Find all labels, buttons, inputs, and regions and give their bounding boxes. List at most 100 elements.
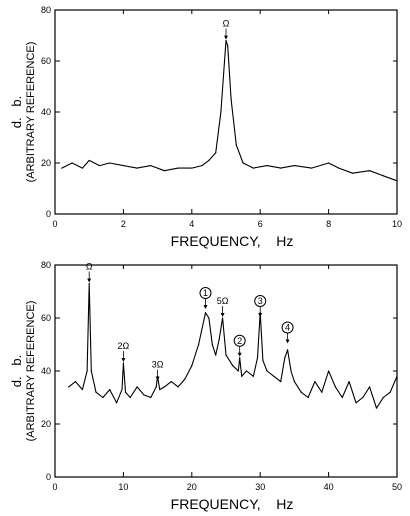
chart1-ytick-label-4: 80: [41, 5, 51, 15]
chart2-point-25: [198, 343, 200, 346]
chart2-point-16: [150, 396, 152, 399]
chart2-point-24: [191, 365, 193, 367]
chart2-point-36: [241, 375, 243, 377]
chart2-point-28: [211, 343, 213, 346]
chart1-ytick-label-1: 20: [41, 158, 51, 168]
chart2-annotation-arrowhead-7: [285, 339, 290, 344]
chart2-point-30: [218, 338, 220, 340]
chart2-annotation-label-0: Ω: [86, 262, 93, 272]
chart1-point-31: [396, 180, 398, 182]
chart2-point-51: [314, 381, 316, 383]
chart1-point-7: [136, 167, 138, 169]
chart2-point-60: [375, 407, 378, 409]
chart1-point-11: [191, 167, 193, 169]
chart2-point-29: [215, 354, 217, 356]
chart2-xtick-label-2: 20: [187, 482, 197, 492]
chart1-series-line-0: [61, 40, 398, 182]
chart2-point-58: [362, 396, 364, 399]
chart2-annotation-circle-6: [254, 295, 267, 307]
chart1-group: 0 2 4 6 8 10 0 20 40 60 80 Ω FREQUENCY, Hz d. b. (ARBI…: [9, 5, 402, 249]
chart2-xtick-label-4: 40: [324, 482, 334, 492]
chart2-annotation-label-2: 3Ω: [152, 360, 164, 370]
chart2-point-41: [262, 359, 264, 361]
chart1-xtick-label-5: 10: [392, 219, 402, 229]
chart2-point-49: [300, 391, 302, 393]
chart1-yaxis-title: d. b.: [9, 96, 24, 129]
chart1-xaxis-title: FREQUENCY, Hz: [171, 233, 294, 249]
chart2-point-48: [293, 381, 295, 383]
chart2-ytick-label-2: 40: [41, 366, 51, 376]
chart2-yaxis-subtitle: (ARBITRARY REFERENCE): [25, 301, 37, 442]
chart2-series-line-0: [68, 283, 398, 409]
chart2-point-39: [256, 357, 259, 359]
chart2-point-9: [115, 402, 118, 404]
chart2-annotation-label-4: 5Ω: [217, 296, 229, 306]
chart2-point-44: [280, 381, 282, 383]
chart2-point-12: [124, 391, 127, 393]
chart2-xtick-label-1: 10: [118, 482, 128, 492]
chart2-point-59: [369, 386, 371, 388]
chart1-point-22: [266, 164, 268, 167]
chart2-point-6: [95, 391, 97, 393]
chart2-xtick-label-3: 30: [255, 482, 265, 492]
chart1-point-5: [109, 162, 111, 164]
chart2-point-23: [184, 378, 186, 380]
chart2-point-37: [245, 370, 248, 372]
chart2-point-45: [284, 357, 286, 359]
chart1-ytick-label-3: 60: [41, 56, 51, 66]
chart1-point-26: [328, 162, 330, 164]
chart2-point-13: [129, 396, 131, 399]
chart1-ytick-label-0: 0: [46, 209, 51, 219]
chart1-point-3: [88, 159, 90, 162]
chart2-ytick-label-0: 0: [46, 472, 51, 482]
chart2-annotation-label-5: 2: [237, 336, 242, 346]
chart2-point-1: [74, 381, 77, 383]
chart2-group: 0 10 20 30 40 50 0 20 40 60 80 Ω 2Ω 3Ω 1 5Ω 2 3 4 FREQUENCY…: [9, 260, 402, 512]
chart2-point-63: [396, 375, 398, 377]
chart1-point-28: [351, 172, 354, 174]
chart2-point-35: [239, 357, 241, 359]
chart2-point-32: [225, 354, 227, 356]
chart2-annotation-arrowhead-1: [121, 358, 126, 363]
chart1-point-16: [225, 40, 227, 42]
chart2-xtick-label-5: 50: [392, 482, 402, 492]
chart2-annotation-arrowhead-2: [155, 376, 160, 381]
chart1-xtick-label-3: 6: [258, 219, 263, 229]
chart2-point-53: [328, 370, 330, 372]
chart1-xtick-label-0: 0: [52, 219, 57, 229]
chart1-point-30: [382, 175, 384, 177]
chart1-point-8: [150, 164, 152, 167]
chart2-ytick-label-3: 60: [41, 313, 51, 323]
chart2-point-42: [266, 370, 268, 372]
chart1-annotation-arrowhead-0: [224, 35, 228, 40]
chart1-point-4: [98, 164, 101, 167]
chart2-yaxis-title: d. b.: [9, 355, 24, 388]
chart1-point-12: [201, 164, 203, 167]
chart2-point-62: [389, 391, 391, 393]
chart1-point-29: [369, 170, 371, 172]
chart2-point-0: [68, 386, 70, 388]
chart2-point-17: [155, 386, 157, 388]
chart2-point-2: [81, 388, 83, 391]
chart1-point-21: [252, 167, 254, 169]
chart2-point-20: [163, 386, 166, 388]
chart2-annotation-arrowhead-3: [203, 305, 208, 310]
chart2-point-14: [136, 386, 138, 388]
chart1-point-27: [338, 167, 340, 169]
chart1-point-24: [293, 164, 295, 167]
chart2-point-33: [232, 365, 234, 367]
chart1-point-25: [310, 167, 313, 169]
chart2-point-54: [334, 386, 337, 388]
chart1-point-6: [122, 164, 124, 167]
chart1-point-19: [235, 144, 237, 146]
chart1-point-0: [61, 167, 63, 169]
chart2-annotation-circle-3: [199, 287, 212, 300]
chart1-point-10: [177, 167, 179, 169]
chart2-annotation-label-7: 4: [285, 323, 290, 333]
chart2-annotation-label-1: 2Ω: [118, 341, 130, 351]
chart2-annotation-arrowhead-4: [220, 313, 225, 317]
chart2-point-46: [286, 349, 289, 351]
chart2-point-47: [290, 370, 292, 372]
chart2-point-50: [307, 396, 309, 399]
